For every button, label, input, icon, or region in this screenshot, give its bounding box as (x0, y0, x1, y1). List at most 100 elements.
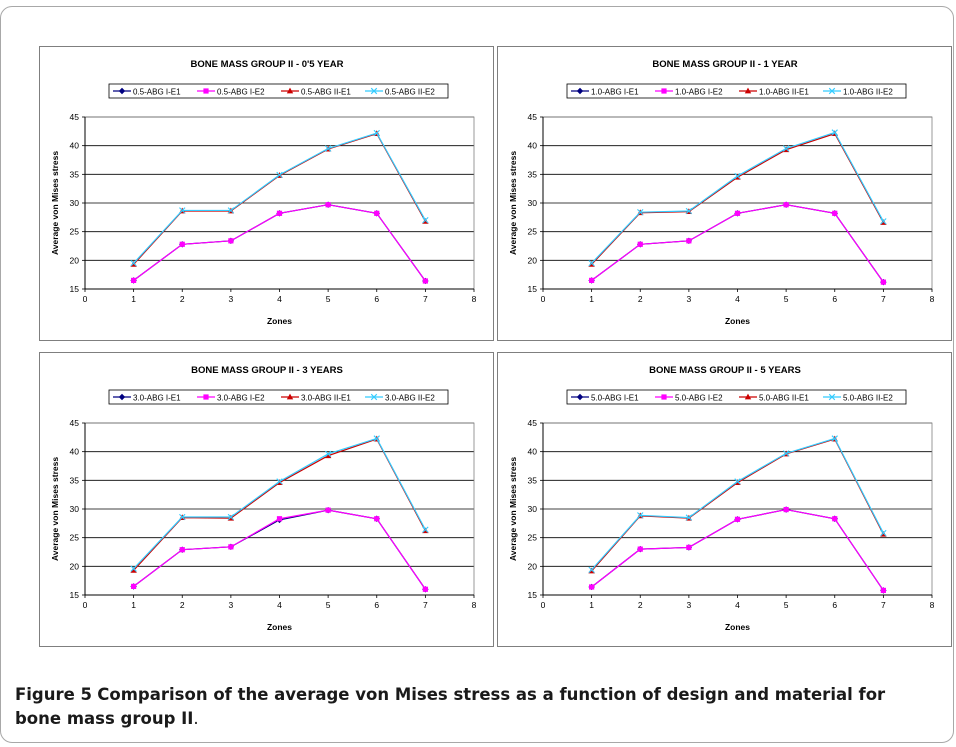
chart-svg: BONE MASS GROUP II - 5 YEARS 5.0-ABG I-E1… (508, 365, 935, 632)
figure-caption: Figure 5 Comparison of the average von M… (15, 683, 935, 731)
data-point (422, 526, 429, 533)
x-tick-label: 6 (374, 294, 379, 304)
y-tick-label: 30 (70, 198, 80, 208)
y-tick-label: 35 (70, 475, 80, 485)
legend-marker (828, 87, 836, 95)
data-point (831, 129, 838, 136)
data-point-stroke (422, 217, 429, 224)
data-point (637, 546, 643, 552)
legend-entry: 0.5-ABG I-E1 (133, 88, 181, 97)
chart-title: BONE MASS GROUP II - 3 YEARS (191, 365, 343, 376)
legend-marker (118, 87, 126, 95)
data-point (783, 202, 789, 208)
legend-entry: 0.5-ABG I-E2 (217, 88, 265, 97)
data-point (782, 450, 790, 457)
data-point (228, 544, 234, 550)
data-point (734, 478, 741, 485)
data-point (374, 516, 380, 522)
data-point-stroke (130, 565, 137, 572)
y-tick-label: 45 (528, 418, 538, 428)
x-tick-label: 7 (881, 600, 886, 610)
data-point (832, 210, 838, 216)
legend-entry: 5.0-ABG I-E1 (591, 394, 639, 403)
data-point (589, 277, 595, 283)
x-tick-label: 2 (638, 294, 643, 304)
data-point (227, 513, 235, 521)
data-point-stroke (422, 526, 429, 533)
x-tick-label: 2 (180, 294, 185, 304)
series-line (591, 438, 884, 572)
data-point-stroke (880, 218, 887, 225)
legend-entry: 1.0-ABG II-E2 (843, 88, 893, 97)
data-point-stroke (734, 172, 741, 180)
y-tick-label: 15 (528, 284, 538, 294)
x-tick-label: 8 (930, 294, 935, 304)
data-point-stroke (637, 512, 644, 519)
y-axis-label: Average von Mises stress (508, 457, 518, 561)
x-tick-label: 1 (131, 600, 136, 610)
legend-marker (661, 394, 667, 400)
y-tick-label: 15 (70, 590, 80, 600)
legend-entry: 5.0-ABG II-E2 (843, 394, 893, 403)
x-tick-label: 3 (229, 294, 234, 304)
x-tick-label: 8 (472, 294, 477, 304)
data-point-stroke (276, 171, 283, 179)
legend-box (566, 83, 907, 99)
x-axis-label: Zones (725, 316, 750, 326)
data-point-stroke (588, 260, 595, 267)
x-tick-label: 3 (687, 294, 692, 304)
legend-entry: 5.0-ABG I-E2 (675, 394, 723, 403)
legend-marker-stroke (828, 87, 836, 95)
y-tick-label: 30 (528, 504, 538, 514)
data-point (276, 516, 283, 522)
data-point (880, 279, 886, 285)
data-point (131, 277, 137, 283)
chart-panel-0-5-year: BONE MASS GROUP II - 0'5 YEAR 0.5-ABG I-E… (39, 46, 494, 341)
data-point (227, 207, 235, 214)
x-tick-label: 7 (423, 294, 428, 304)
data-point (179, 513, 186, 521)
legend-marker-stroke (370, 87, 378, 95)
data-point (179, 241, 185, 247)
series-line (591, 437, 884, 571)
data-point-stroke (227, 513, 235, 521)
data-point (637, 241, 643, 247)
series-line (133, 437, 426, 570)
legend-box (566, 389, 907, 405)
data-point-stroke (685, 207, 693, 215)
caption-end: . (193, 709, 199, 728)
y-axis-label: Average von Mises stress (50, 151, 60, 255)
legend-box (108, 389, 449, 405)
x-axis-label: Zones (267, 622, 292, 632)
data-point (374, 210, 380, 216)
x-tick-label: 6 (832, 600, 837, 610)
data-point (685, 207, 693, 215)
legend-entry: 3.0-ABG I-E2 (217, 394, 265, 403)
data-point-stroke (782, 450, 790, 457)
legend-marker (118, 393, 126, 401)
data-point (782, 145, 790, 152)
data-point (588, 260, 595, 267)
legend-marker-stroke (370, 393, 378, 401)
x-tick-label: 5 (326, 294, 331, 304)
data-point (734, 210, 741, 216)
data-point (373, 129, 380, 137)
y-tick-label: 35 (528, 475, 538, 485)
x-tick-label: 1 (131, 294, 136, 304)
data-point (637, 208, 644, 216)
data-point-stroke (130, 260, 137, 267)
data-point-stroke (373, 129, 380, 137)
data-point-stroke (782, 145, 790, 152)
data-point (324, 145, 332, 152)
x-tick-label: 1 (589, 600, 594, 610)
y-tick-label: 40 (528, 141, 538, 151)
data-point (422, 278, 428, 284)
data-point (131, 583, 137, 589)
data-point (686, 544, 692, 551)
data-point-stroke (373, 435, 380, 442)
data-point-stroke (685, 514, 693, 521)
y-tick-label: 25 (70, 533, 80, 543)
y-tick-label: 20 (70, 255, 80, 265)
data-point (130, 260, 137, 267)
legend-marker (576, 393, 584, 401)
